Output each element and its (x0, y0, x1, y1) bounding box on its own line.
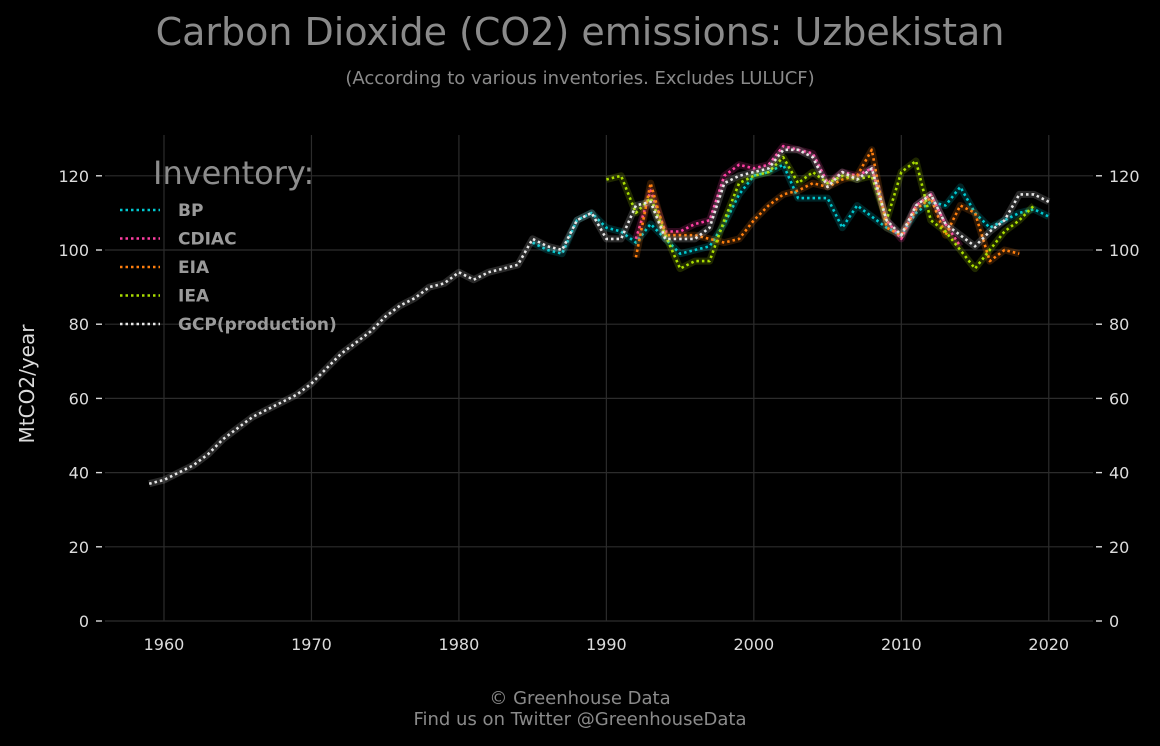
series-line-gcp-production- (148, 148, 1050, 485)
series-line-iea (606, 156, 1035, 270)
y-tick-label-left: 20 (69, 538, 89, 557)
y-tick-label-right: 0 (1109, 612, 1119, 631)
y-tick-label-right: 100 (1109, 241, 1140, 260)
y-tick-label-right: 60 (1109, 389, 1129, 408)
series-lines (148, 142, 1051, 488)
legend-label: GCP(production) (178, 315, 337, 335)
y-tick-label-right: 20 (1109, 538, 1129, 557)
legend-title: Inventory: (153, 154, 314, 192)
y-tick-label-left: 80 (69, 315, 89, 334)
y-tick-label-right: 80 (1109, 315, 1129, 334)
y-tick-label-left: 0 (79, 612, 89, 631)
x-tick-label: 1980 (439, 635, 480, 654)
x-tick-label: 1970 (291, 635, 332, 654)
grid-lines (105, 135, 1093, 622)
y-axis-label: MtCO2/year (15, 324, 39, 444)
legend-label: BP (178, 201, 203, 221)
footer-copyright: © Greenhouse Data (489, 688, 671, 709)
y-tick-label-left: 60 (69, 389, 89, 408)
series-line-bp (532, 163, 1050, 255)
chart-subtitle: (According to various inventories. Exclu… (345, 68, 815, 89)
x-tick-label: 1960 (144, 635, 185, 654)
y-tick-label-left: 120 (58, 167, 89, 186)
y-tick-label-left: 100 (58, 241, 89, 260)
legend-label: IEA (178, 287, 210, 307)
x-tick-label: 1990 (586, 635, 627, 654)
legend: Inventory: BP CDIAC EIA IEA GCP(production) (120, 154, 337, 335)
chart-title: Carbon Dioxide (CO2) emissions: Uzbekist… (155, 10, 1005, 54)
legend-label: CDIAC (178, 230, 237, 250)
x-tick-label: 2010 (881, 635, 922, 654)
y-tick-label-left: 40 (69, 464, 89, 483)
footer-twitter: Find us on Twitter @GreenhouseData (413, 709, 747, 730)
x-tick-label: 2020 (1028, 635, 1069, 654)
y-tick-label-right: 40 (1109, 464, 1129, 483)
y-tick-label-right: 120 (1109, 167, 1140, 186)
legend-label: EIA (178, 258, 210, 278)
x-tick-label: 2000 (733, 635, 774, 654)
